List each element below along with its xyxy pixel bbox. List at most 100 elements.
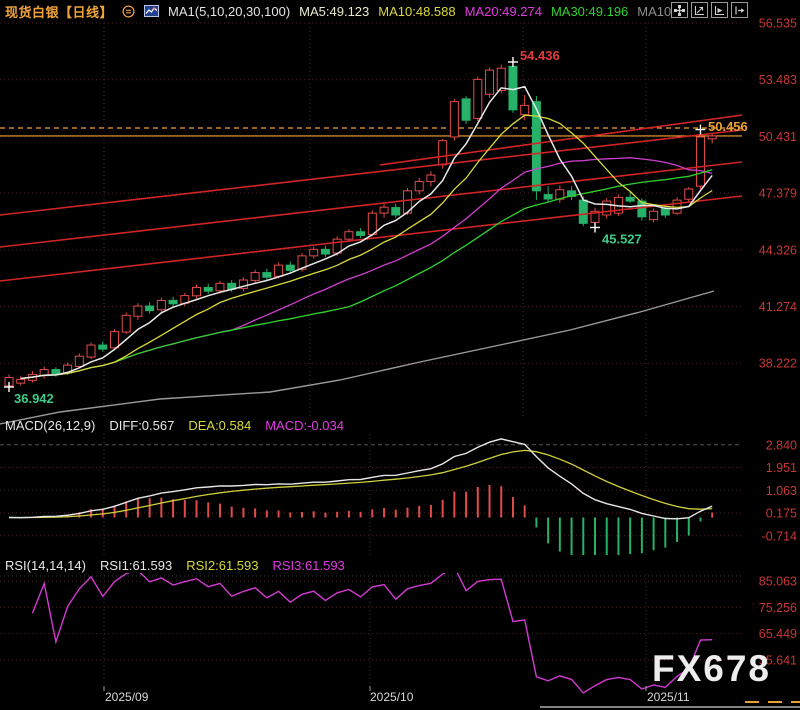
ma5-value: MA5:49.123 [299, 3, 370, 19]
candle-body [485, 69, 495, 95]
rsi-header: RSI(14,14,14) RSI1:61.593 RSI2:61.593 RS… [5, 558, 345, 573]
macd-panel-plot [0, 434, 742, 556]
trendline [379, 114, 742, 166]
axis-zoom-icon[interactable] [691, 2, 708, 18]
candle-body [602, 200, 612, 216]
candle-body [168, 299, 178, 305]
rsi-axis-label: 85.063 [759, 575, 797, 589]
diff-line [8, 438, 713, 520]
macd-macd-value: MACD:-0.034 [265, 418, 344, 433]
next-page-icon[interactable] [731, 2, 748, 18]
candle-body [121, 314, 131, 333]
candle-body [86, 344, 96, 358]
candle-body [637, 200, 647, 218]
symbol-title: 现货白银【日线】 [5, 4, 114, 20]
candle-body [707, 135, 717, 140]
candle-body [274, 264, 284, 277]
candle-body [344, 231, 354, 240]
ma30-value: MA30:49.196 [550, 3, 629, 19]
macd-axis-label: 1.951 [766, 461, 797, 475]
candle-body [414, 181, 424, 192]
candle-body [309, 248, 319, 257]
candle-body [367, 212, 377, 235]
macd-title[interactable]: MACD(26,12,9) [5, 418, 96, 433]
window-tools [671, 2, 748, 18]
top-toolbar: 现货白银【日线】 MA1(5,10,20,30,100) MA5:49.123 … [0, 0, 800, 22]
candle-body [133, 305, 143, 317]
high-price-label: 54.436 [520, 48, 560, 63]
y-axis-label: 41.274 [759, 300, 797, 314]
candle-body [473, 78, 483, 119]
ma-settings-label[interactable]: MA1(5,10,20,30,100) [168, 3, 291, 19]
y-axis-label: 53.483 [759, 73, 797, 87]
ma100-value: MA10 [637, 3, 672, 19]
macd-axis-label: 1.063 [766, 484, 797, 498]
macd-axis-label: -0.714 [762, 529, 797, 543]
ma10-line [20, 114, 713, 380]
rsi3-value: RSI3:61.593 [272, 558, 345, 573]
x-axis-label-sep: 2025/09 [105, 690, 149, 704]
candle-body [520, 104, 530, 116]
candle-body [426, 174, 436, 183]
macd-axis-label: 2.840 [766, 438, 797, 452]
candle-body [109, 331, 119, 349]
mini-chart-icon [144, 5, 160, 17]
rsi2-value: RSI2:61.593 [186, 558, 259, 573]
macd-dea-value: DEA:0.584 [188, 418, 252, 433]
ma20-value: MA20:49.274 [464, 3, 542, 19]
candle-body [449, 101, 459, 138]
pan-icon[interactable] [671, 2, 688, 18]
rsi-title[interactable]: RSI(14,14,14) [5, 558, 86, 573]
candle-body [379, 206, 389, 214]
rsi-axis-label: 75.256 [759, 601, 797, 615]
macd-header: MACD(26,12,9) DIFF:0.567 DEA:0.584 MACD:… [5, 418, 344, 433]
candle-body [438, 140, 448, 166]
candle-body [262, 272, 272, 278]
ma20-line [20, 157, 713, 380]
watermark: FX678 [652, 648, 772, 689]
ma100-line [0, 290, 715, 425]
x-axis-label-oct: 2025/10 [370, 690, 414, 704]
trendline [0, 161, 742, 248]
candle-body [625, 196, 635, 202]
candle-body [660, 207, 670, 216]
rsi-axis-label: 55.641 [759, 653, 797, 667]
candle-body [578, 199, 588, 224]
axis-play-icon[interactable] [711, 2, 728, 18]
y-axis-label: 56.535 [759, 17, 797, 31]
start-low-label: 36.942 [14, 391, 54, 406]
candle-body [98, 344, 108, 350]
y-axis-label: 47.379 [759, 187, 797, 201]
circle-menu-icon [122, 4, 135, 18]
ma10-value: MA10:48.588 [378, 3, 456, 19]
low-price-label: 45.527 [602, 231, 642, 246]
y-axis-label: 38.222 [759, 357, 797, 371]
candle-body [543, 194, 553, 200]
trendline [0, 195, 742, 282]
candle-body [203, 286, 213, 292]
current-price-label: 50.456 [708, 119, 748, 134]
candle-body [496, 67, 506, 92]
candle-body [215, 282, 225, 292]
chart-type-icon[interactable] [144, 5, 160, 17]
rsi-line [31, 573, 713, 694]
period-menu-icon[interactable] [122, 4, 135, 18]
macd-axis-label: 0.175 [766, 507, 797, 521]
rsi-panel-plot [0, 573, 742, 694]
ma5-line [20, 85, 713, 380]
rsi-axis-label: 65.449 [759, 627, 797, 641]
candle-body [695, 136, 705, 187]
candle-body [391, 207, 401, 216]
candle-body [297, 255, 307, 270]
trendline [0, 129, 742, 216]
candle-body [649, 210, 659, 221]
ma30-line [20, 169, 713, 380]
rsi1-value: RSI1:61.593 [99, 558, 173, 573]
candle-body [320, 248, 330, 255]
candle-body [590, 210, 600, 223]
candle-body [285, 264, 295, 271]
macd-diff-value: DIFF:0.567 [109, 418, 175, 433]
candle-body [16, 378, 26, 384]
